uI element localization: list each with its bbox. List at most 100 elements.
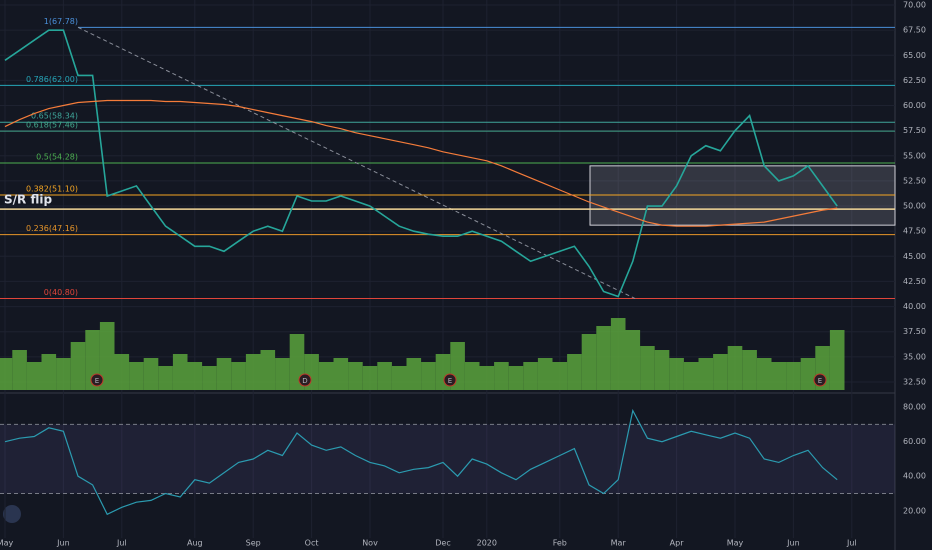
y-tick-label: 60.00 [903,101,926,110]
annotation: S/R flip [4,193,52,207]
volume-bar [494,362,509,390]
volume-bar [742,350,757,390]
y-tick-label: 45.00 [903,252,926,261]
volume-bar [41,354,57,390]
x-tick-label: Nov [362,539,378,548]
volume-bar [713,354,728,390]
y-tick-label: 47.50 [903,227,926,236]
fib-label: 1(67.78) [44,17,78,26]
volume-bar [786,362,801,390]
volume-bar [318,362,334,390]
rsi-tick-label: 60.00 [903,437,926,446]
volume-bar [70,342,86,390]
volume-bar [260,350,276,390]
volume-bar [143,358,159,390]
volume-bar [275,358,290,390]
volume-bar [479,366,495,390]
x-tick-label: Sep [246,539,261,548]
fib-label: 0.5(54.28) [36,153,78,162]
y-tick-label: 57.50 [903,126,926,135]
volume-bar [56,358,71,390]
event-marker [90,373,104,387]
x-tick-label: Dec [435,539,450,548]
event-marker [443,373,457,387]
volume-bar [654,350,670,390]
ma-line [4,99,838,227]
volume-bar [406,358,422,390]
rsi-line [4,408,838,516]
y-tick-label: 42.50 [903,277,926,286]
y-tick-label: 35.00 [903,352,926,361]
y-tick-label: 40.00 [903,302,926,311]
volume-bar [26,362,42,390]
volume-bar [625,330,641,390]
y-tick-label: 32.50 [903,377,926,386]
volume-bar [129,362,144,390]
y-tick-label: 70.00 [903,1,926,10]
volume-bar [0,358,13,390]
y-tick-label: 52.50 [903,176,926,185]
x-tick-label: Oct [305,539,319,548]
fib-label: 0.236(47.16) [26,224,78,233]
fib-label: 0.786(62.00) [26,75,78,84]
event-marker [298,373,312,387]
x-tick-label: Jul [116,539,127,548]
x-tick-label: Jun [56,539,70,548]
volume-bar [245,354,261,390]
volume-bar [172,354,188,390]
volume-bar [771,362,787,390]
event-marker [813,373,827,387]
volume-bar [421,362,436,390]
y-tick-label: 37.50 [903,327,926,336]
volume-bar [114,354,130,390]
logo[interactable] [3,505,21,523]
volume-bar [202,366,217,390]
x-tick-label: May [0,539,14,548]
volume-bar [391,366,407,390]
y-tick-label: 62.50 [903,76,926,85]
x-tick-label: Mar [611,539,627,548]
volume-bar [523,362,538,390]
volume-bar [669,358,684,390]
volume-bar [552,362,568,390]
x-tick-label: Aug [187,539,203,548]
volume-bar [800,358,816,390]
rsi-tick-label: 20.00 [903,506,926,515]
event-label: E [448,377,452,385]
volume-bar [567,354,582,390]
x-tick-label: Apr [670,539,685,548]
x-tick-label: May [727,539,744,548]
volume-bar [829,330,845,390]
event-label: E [95,377,99,385]
volume-bar [727,346,743,390]
rsi-band [0,424,895,494]
volume-bar [99,322,115,390]
zone-box [589,165,896,226]
volume-bar [362,366,378,390]
fib-label: 0.382(51.10) [26,184,78,193]
y-tick-label: 55.00 [903,151,926,160]
volume-bar [231,362,246,390]
fib-label: 0.65(58.34) [31,112,78,121]
volume-bar [377,362,392,390]
volume-bar [698,358,714,390]
x-tick-label: Jun [786,539,800,548]
x-tick-label: 2020 [477,539,497,548]
event-label: E [818,377,822,385]
volume-bar [508,366,524,390]
volume-bar [537,358,553,390]
fib-label: 0.618(57.46) [26,121,78,130]
y-tick-label: 65.00 [903,51,926,60]
rsi-tick-label: 40.00 [903,472,926,481]
volume-bar [187,362,203,390]
volume-bar [12,350,27,390]
y-tick-label: 50.00 [903,202,926,211]
volume-bar [756,358,772,390]
volume-bar [596,326,611,390]
volume-bar [640,346,655,390]
volume-bar [464,362,480,390]
x-tick-label: Jul [846,539,857,548]
